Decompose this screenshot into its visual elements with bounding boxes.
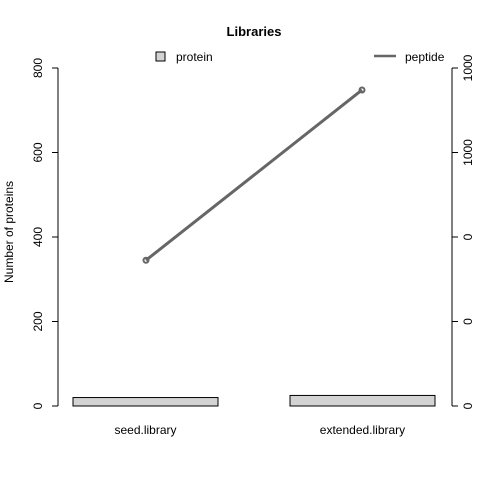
- legend-peptide-label: peptide: [405, 50, 445, 64]
- bars: [72, 394, 436, 407]
- y2-tick-label: 1000: [461, 139, 475, 166]
- y-tick-label: 600: [31, 142, 45, 162]
- y2-tick-label: 0: [461, 233, 475, 240]
- y2-tick-label: 0: [461, 318, 475, 325]
- legend-protein-label: protein: [176, 50, 213, 64]
- x-tick-label: extended.library: [320, 423, 405, 437]
- x-tick-label: seed.library: [114, 423, 176, 437]
- y-tick-label: 400: [31, 227, 45, 247]
- peptide-series: [142, 86, 366, 264]
- peptide-point: [358, 86, 366, 94]
- peptide-line: [145, 88, 363, 262]
- bar-extended-library: [289, 394, 436, 407]
- y2-tick-label: 1000: [461, 54, 475, 81]
- y-tick-label: 0: [31, 402, 45, 409]
- peptide-point: [142, 256, 150, 264]
- legend-protein-swatch: [155, 51, 166, 62]
- y-tick-label: 200: [31, 311, 45, 331]
- y-tick-label: 800: [31, 58, 45, 78]
- chart-title: Libraries: [227, 24, 282, 39]
- legend: protein peptide: [155, 50, 445, 64]
- y-axis-right: 0 0 0 1000 1000: [451, 54, 475, 409]
- y2-tick-label: 0: [461, 402, 475, 409]
- x-axis-labels: seed.library extended.library: [114, 423, 405, 437]
- y-axis-left: 0 200 400 600 800: [31, 58, 59, 409]
- bar-seed-library: [72, 397, 219, 407]
- y-axis-label: Number of proteins: [2, 181, 16, 283]
